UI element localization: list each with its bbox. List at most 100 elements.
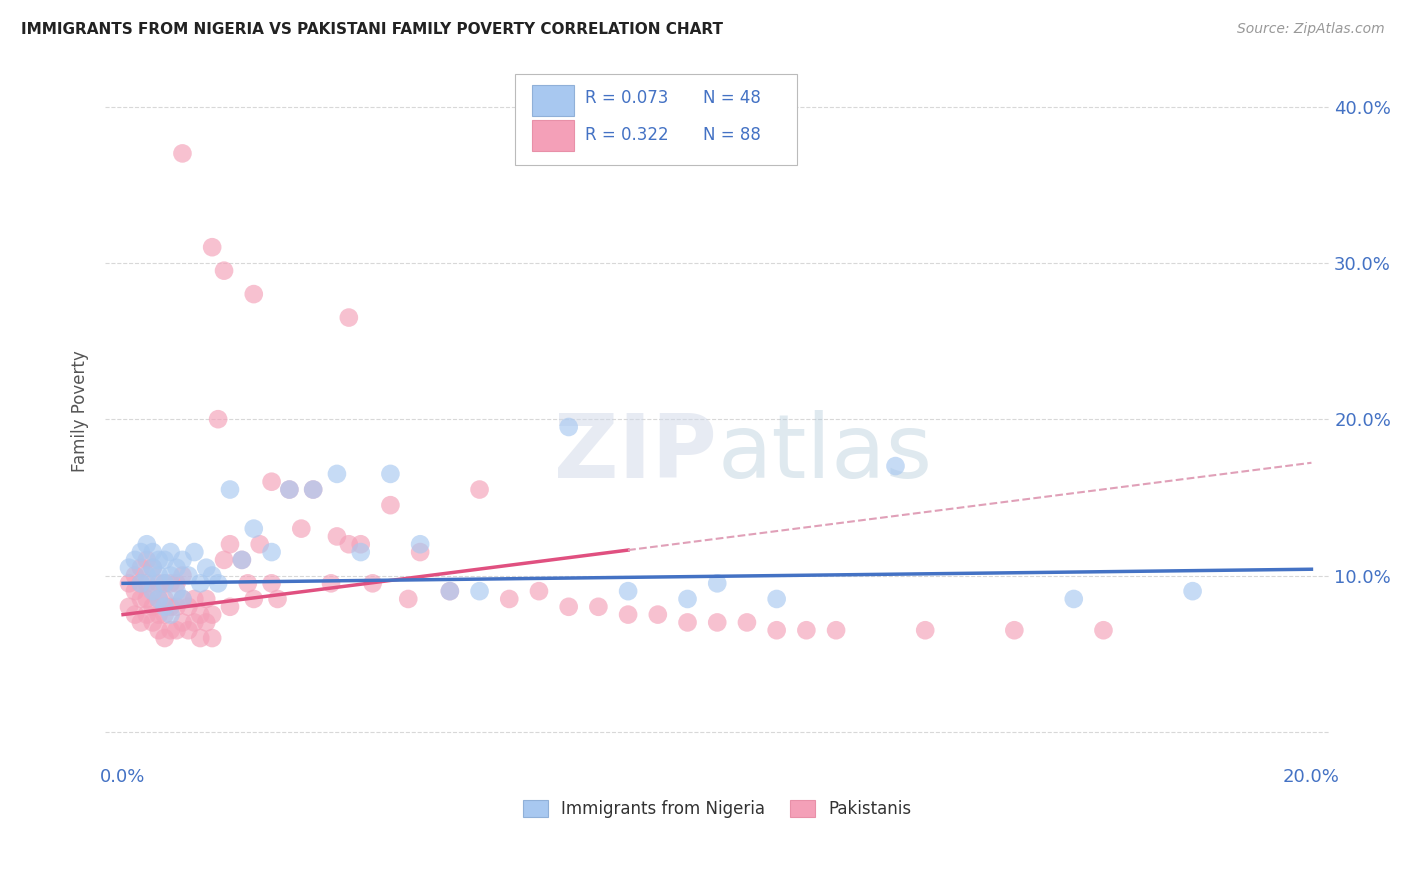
- FancyBboxPatch shape: [533, 120, 574, 151]
- Point: [498, 591, 520, 606]
- Point: [647, 607, 669, 622]
- Point: [290, 522, 312, 536]
- Point: [278, 483, 301, 497]
- Point: [172, 146, 194, 161]
- Point: [380, 498, 402, 512]
- Point: [706, 576, 728, 591]
- Point: [617, 607, 640, 622]
- Point: [242, 591, 264, 606]
- Point: [153, 576, 176, 591]
- Point: [557, 599, 579, 614]
- Point: [159, 576, 181, 591]
- Point: [350, 545, 373, 559]
- Point: [212, 263, 235, 277]
- Point: [884, 459, 907, 474]
- Point: [765, 624, 787, 638]
- Point: [212, 553, 235, 567]
- Point: [409, 545, 432, 559]
- Point: [242, 287, 264, 301]
- Text: N = 48: N = 48: [703, 89, 761, 107]
- Point: [195, 615, 218, 630]
- Point: [129, 545, 152, 559]
- Point: [124, 584, 146, 599]
- Point: [129, 576, 152, 591]
- Point: [142, 560, 165, 574]
- Point: [159, 624, 181, 638]
- Text: R = 0.073: R = 0.073: [585, 89, 668, 107]
- Point: [129, 615, 152, 630]
- Point: [765, 591, 787, 606]
- Point: [201, 631, 224, 645]
- Point: [153, 591, 176, 606]
- Point: [1063, 591, 1085, 606]
- Point: [148, 591, 170, 606]
- Point: [735, 615, 758, 630]
- Point: [439, 584, 461, 599]
- Text: IMMIGRANTS FROM NIGERIA VS PAKISTANI FAMILY POVERTY CORRELATION CHART: IMMIGRANTS FROM NIGERIA VS PAKISTANI FAM…: [21, 22, 723, 37]
- Point: [135, 553, 157, 567]
- Point: [148, 553, 170, 567]
- FancyBboxPatch shape: [515, 74, 797, 165]
- Point: [201, 240, 224, 254]
- Point: [361, 576, 384, 591]
- Point: [337, 310, 360, 325]
- Point: [172, 615, 194, 630]
- Text: R = 0.322: R = 0.322: [585, 126, 669, 144]
- Point: [188, 631, 211, 645]
- Point: [1092, 624, 1115, 638]
- Point: [172, 553, 194, 567]
- FancyBboxPatch shape: [533, 85, 574, 116]
- Point: [129, 591, 152, 606]
- Point: [468, 483, 491, 497]
- Legend: Immigrants from Nigeria, Pakistanis: Immigrants from Nigeria, Pakistanis: [516, 794, 918, 825]
- Point: [676, 591, 699, 606]
- Point: [231, 553, 253, 567]
- Point: [177, 624, 200, 638]
- Point: [188, 607, 211, 622]
- Text: Source: ZipAtlas.com: Source: ZipAtlas.com: [1237, 22, 1385, 37]
- Point: [219, 599, 242, 614]
- Point: [914, 624, 936, 638]
- Point: [201, 607, 224, 622]
- Point: [527, 584, 550, 599]
- Point: [172, 568, 194, 582]
- Point: [148, 607, 170, 622]
- Point: [166, 624, 188, 638]
- Point: [219, 483, 242, 497]
- Point: [129, 560, 152, 574]
- Text: atlas: atlas: [717, 410, 932, 497]
- Point: [166, 599, 188, 614]
- Text: ZIP: ZIP: [554, 410, 717, 497]
- Point: [153, 607, 176, 622]
- Point: [135, 537, 157, 551]
- Point: [231, 553, 253, 567]
- Point: [142, 584, 165, 599]
- Point: [380, 467, 402, 481]
- Point: [142, 545, 165, 559]
- Point: [177, 599, 200, 614]
- Point: [142, 615, 165, 630]
- Point: [796, 624, 818, 638]
- Point: [319, 576, 342, 591]
- Point: [260, 545, 283, 559]
- Point: [129, 576, 152, 591]
- Point: [337, 537, 360, 551]
- Point: [249, 537, 271, 551]
- Point: [153, 631, 176, 645]
- Point: [124, 553, 146, 567]
- Point: [201, 568, 224, 582]
- Point: [159, 545, 181, 559]
- Point: [588, 599, 610, 614]
- Point: [439, 584, 461, 599]
- Point: [148, 591, 170, 606]
- Point: [118, 560, 141, 574]
- Point: [148, 624, 170, 638]
- Point: [207, 412, 229, 426]
- Point: [195, 560, 218, 574]
- Point: [118, 576, 141, 591]
- Point: [676, 615, 699, 630]
- Point: [396, 591, 419, 606]
- Point: [409, 537, 432, 551]
- Point: [260, 576, 283, 591]
- Point: [148, 568, 170, 582]
